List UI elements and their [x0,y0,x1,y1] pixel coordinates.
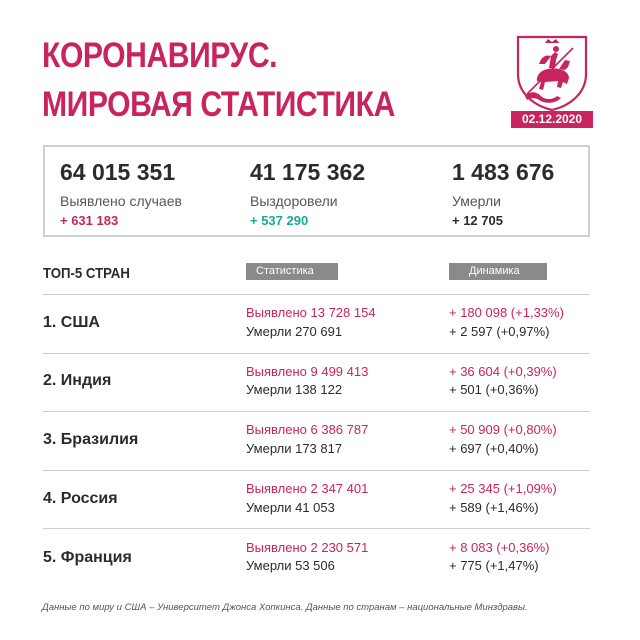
detected-count: Выявлено 9 499 413 [246,364,369,379]
death-count: Умерли 138 122 [246,382,343,397]
dynamics-column-tag: Динамика [449,263,547,280]
statistics-column-tag: Статистика [246,263,338,280]
row-divider [43,470,590,471]
death-count: Умерли 41 053 [246,500,335,515]
detected-dynamics: + 8 083 (+0,36%) [449,540,550,555]
country-name: 4. Россия [43,490,118,507]
recovered-stat: 41 175 362 Выздоровели + 537 290 [250,159,365,228]
death-dynamics: + 2 597 (+0,97%) [449,324,550,339]
detected-dynamics: + 36 604 (+0,39%) [449,364,557,379]
row-divider [43,294,590,295]
deaths-delta: + 12 705 [452,213,503,228]
row-divider [43,528,590,529]
country-name: 2. Индия [43,372,112,389]
death-count: Умерли 270 691 [246,324,343,339]
deaths-stat: 1 483 676 Умерли + 12 705 [452,159,554,228]
detected-count: Выявлено 2 347 401 [246,481,369,496]
moscow-coat-of-arms-icon [515,34,589,112]
top-countries-title: ТОП-5 СТРАН [43,265,130,282]
recovered-total: 41 175 362 [250,159,366,185]
cases-stat: 64 015 351 Выявлено случаев + 631 183 [60,159,182,228]
detected-dynamics: + 25 345 (+1,09%) [449,481,557,496]
country-name: 3. Бразилия [43,431,139,448]
death-count: Умерли 173 817 [246,441,343,456]
detected-dynamics: + 50 909 (+0,80%) [449,422,557,437]
death-dynamics: + 589 (+1,46%) [449,500,539,515]
death-dynamics: + 775 (+1,47%) [449,558,539,573]
recovered-label: Выздоровели [250,193,338,209]
row-divider [43,353,590,354]
cases-total: 64 015 351 [60,159,176,185]
deaths-label: Умерли [452,193,501,209]
global-summary-panel: 64 015 351 Выявлено случаев + 631 183 41… [43,145,590,237]
date-badge: 02.12.2020 [511,111,593,128]
detected-count: Выявлено 2 230 571 [246,540,369,555]
deaths-total: 1 483 676 [452,159,555,185]
page-title-line-2: МИРОВАЯ СТАТИСТИКА [42,85,395,124]
cases-label: Выявлено случаев [60,193,182,209]
country-name: 5. Франция [43,549,132,566]
row-divider [43,411,590,412]
recovered-delta: + 537 290 [250,213,309,228]
death-count: Умерли 53 506 [246,558,335,573]
detected-count: Выявлено 13 728 154 [246,305,376,320]
detected-count: Выявлено 6 386 787 [246,422,369,437]
page-title-line-1: КОРОНАВИРУС. [42,36,278,75]
cases-delta: + 631 183 [60,213,119,228]
detected-dynamics: + 180 098 (+1,33%) [449,305,564,320]
death-dynamics: + 697 (+0,40%) [449,441,539,456]
death-dynamics: + 501 (+0,36%) [449,382,539,397]
country-name: 1. США [43,314,100,331]
source-note: Данные по миру и США – Университет Джонс… [42,602,528,613]
